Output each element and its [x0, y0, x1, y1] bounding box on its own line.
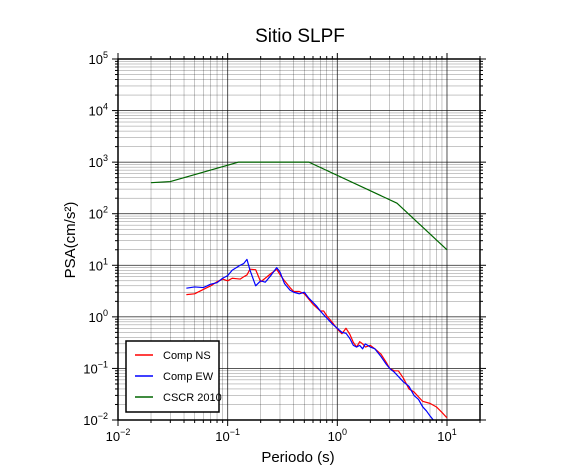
series-line-comp-ew [186, 258, 434, 420]
plot-frame [117, 58, 481, 421]
axis-ticks [112, 53, 486, 426]
legend-label-cscr-2010: CSCR 2010 [163, 392, 222, 404]
y-tick-label: 100 [89, 308, 108, 325]
x-tick-label: 10−1 [215, 427, 240, 444]
x-tick-label: 10−2 [106, 427, 131, 444]
y-axis-title: PSA(cm/s²) [62, 202, 79, 279]
y-tick-label: 103 [89, 153, 108, 170]
series-line-cscr-2010 [150, 161, 448, 251]
legend-label-comp-ew: Comp EW [163, 371, 214, 383]
y-tick-label: 10−1 [83, 359, 108, 376]
y-tick-label: 105 [89, 50, 108, 67]
y-tick-label: 10−2 [83, 411, 108, 428]
series-lines [150, 161, 448, 420]
tick-labels: 10−2 10−1 100 101 10−2 10−1 100 101 102 103 104 105 [83, 50, 456, 444]
legend-label-comp-ns: Comp NS [163, 350, 211, 362]
legend: Comp NS Comp EW CSCR 2010 [125, 340, 222, 413]
x-axis-title: Periodo (s) [261, 449, 334, 466]
x-tick-label: 101 [437, 427, 456, 444]
y-tick-label: 104 [89, 102, 108, 119]
y-tick-label: 101 [89, 256, 108, 273]
chart-title: Sitio SLPF [255, 26, 345, 47]
x-tick-label: 100 [328, 427, 347, 444]
y-tick-label: 102 [89, 205, 108, 222]
